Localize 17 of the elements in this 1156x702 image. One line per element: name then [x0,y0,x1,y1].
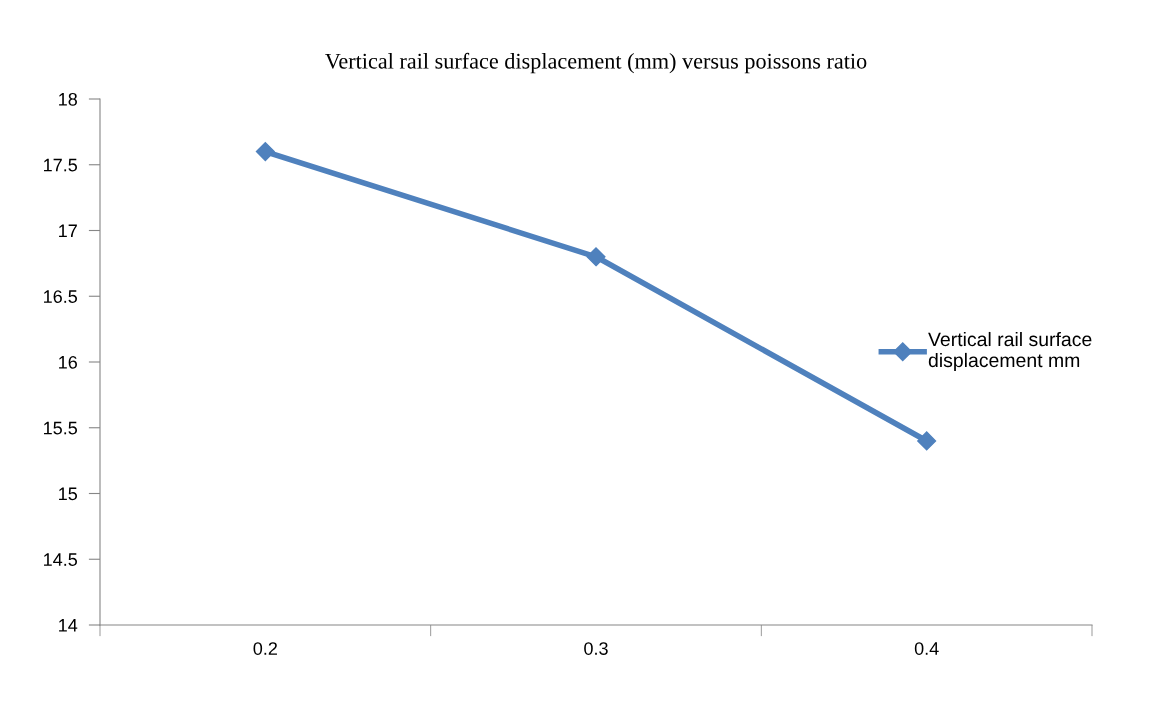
point [255,142,275,162]
y-tick-label: 16 [59,355,77,369]
x-tick-label: 0.4 [914,642,939,655]
point [586,247,606,267]
point [917,431,937,451]
x-tick-label: 0.2 [253,642,277,655]
y-tick-label: 18 [59,92,77,106]
y-tick-label: 16.5 [44,290,78,303]
y-tick-label: 15 [59,487,78,501]
y-tick-label: 14.5 [44,553,78,566]
y-tick-label: 17 [59,224,77,238]
y-tick-label: 15.5 [44,421,78,435]
y-tick-label: 14 [59,619,78,632]
chart-title: Vertical rail surface displacement (mm) versus poissons ratio [325,52,867,74]
legend-label: Vertical rail surface displacement mm [928,331,1092,372]
x-tick-label: 0.3 [584,642,608,655]
y-tick-label: 17.5 [44,158,78,172]
